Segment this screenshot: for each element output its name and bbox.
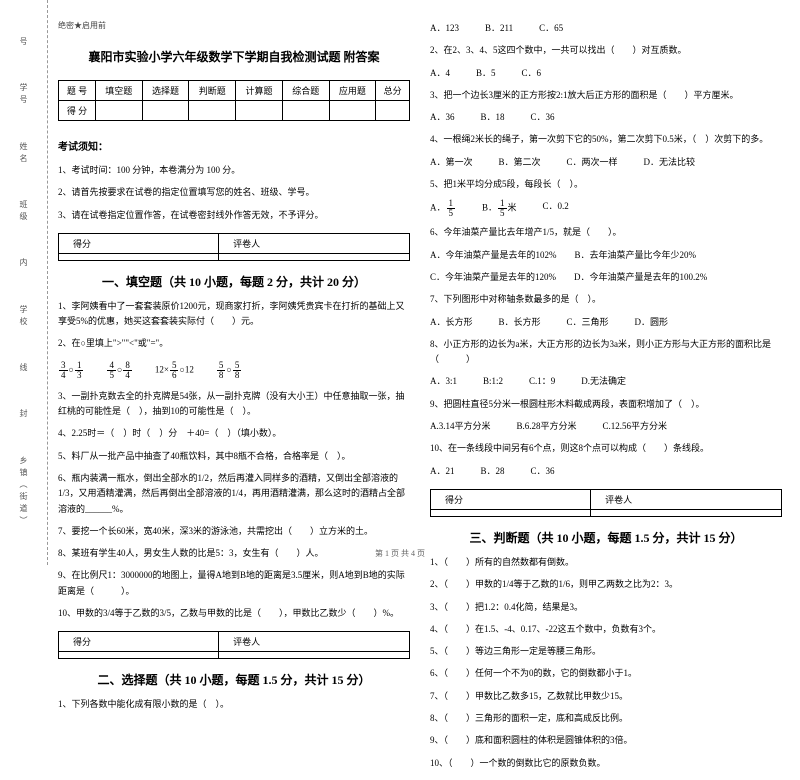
judge-box: 得分评卷人 (58, 233, 410, 261)
notice-line: 3、请在试卷指定位置作答，在试卷密封线外作答无效，不予评分。 (58, 208, 410, 223)
q: 2、在2、3、4、5这四个数中，一共可以找出（ ）对互质数。 (430, 43, 782, 58)
td[interactable] (236, 101, 283, 121)
exam-title: 襄阳市实验小学六年级数学下学期自我检测试题 附答案 (58, 48, 410, 65)
q: 6、（ ）任何一个不为0的数，它的倒数都小于1。 (430, 666, 782, 681)
q: 8、小正方形的边长为a米，大正方形的边长为3a米，则小正方形与大正方形的面积比是… (430, 337, 782, 368)
td[interactable] (282, 101, 329, 121)
td: 得 分 (59, 101, 96, 121)
q: 10、甲数的3/4等于乙数的3/5，乙数与甲数的比是（ ），甲数比乙数少（ ）%… (58, 606, 410, 621)
q: 3、一副扑克数去全的扑克牌是54张，从一副扑克牌（没有大小王）中任意抽取一张，抽… (58, 389, 410, 420)
sb-xuehao: 学号 (18, 83, 29, 107)
th: 总分 (376, 81, 410, 101)
q: 6、瓶内装满一瓶水，倒出全部水的1/2，然后再灌入同样多的酒精，又倒出全部溶液的… (58, 471, 410, 517)
th: 选择题 (142, 81, 189, 101)
opt: A.3.14平方分米B.6.28平方分米C.12.56平方分米 (430, 419, 782, 434)
jh: 评卷人 (219, 233, 410, 253)
th: 综合题 (282, 81, 329, 101)
jh: 评卷人 (591, 489, 782, 509)
q: 4、一根绳2米长的绳子，第一次剪下它的50%，第二次剪下0.5米，（ ）次剪下的… (430, 132, 782, 147)
q: 5、（ ）等边三角形一定是等腰三角形。 (430, 644, 782, 659)
q: 7、下列图形中对称轴条数最多的是（ ）。 (430, 292, 782, 307)
secrecy-label: 绝密★启用前 (58, 20, 410, 31)
binding-sidebar: 号 学号 姓名 班级 内 学校 线 封 乡镇（街道） (0, 0, 48, 565)
th: 判断题 (189, 81, 236, 101)
q: 7、（ ）甲数比乙数多15，乙数就比甲数少15。 (430, 689, 782, 704)
table-row: 得 分 (59, 101, 410, 121)
td[interactable] (142, 101, 189, 121)
opt: A．15 B．15米 C．0.2 (430, 199, 782, 218)
q: 5、把1米平均分成5段，每段长（ ）。 (430, 177, 782, 192)
q: 4、2.25时＝（ ）时（ ）分 ＋40=（ ）（填小数）。 (58, 426, 410, 441)
q: 9、在比例尺1：3000000的地图上，量得A地到B地的距离是3.5厘米，则A地… (58, 568, 410, 599)
td[interactable] (189, 101, 236, 121)
q: 2、在○里填上">""<"或"="。 (58, 336, 410, 351)
q: 3、把一个边长3厘米的正方形按2:1放大后正方形的面积是（ ）平方厘米。 (430, 88, 782, 103)
opt: A．4B．5C．6 (430, 66, 782, 81)
notice-line: 1、考试时间：100 分钟，本卷满分为 100 分。 (58, 163, 410, 178)
page-footer: 第 1 页 共 4 页 (0, 548, 800, 559)
jh: 得分 (431, 489, 591, 509)
sb-cut: 内 (18, 258, 29, 270)
opt: A．123B．211C．65 (430, 21, 782, 36)
q: 8、（ ）三角形的面积一定，底和高成反比例。 (430, 711, 782, 726)
q: 1、李阿姨看中了一套套装原价1200元，现商家打折，李阿姨凭贵宾卡在打折的基础上… (58, 299, 410, 330)
th: 计算题 (236, 81, 283, 101)
opt: C．今年油菜产量是去年的120%D．今年油菜产量是去年的100.2% (430, 270, 782, 285)
q: 10、在一条线段中间另有6个点，则这8个点可以构成（ ）条线段。 (430, 441, 782, 456)
q: 7、要挖一个长60米，宽40米，深3米的游泳池，共需挖出（ ）立方米的土。 (58, 524, 410, 539)
opt: A．3:1B:1:2C.1：9D.无法确定 (430, 374, 782, 389)
td[interactable] (376, 101, 410, 121)
opt: A．第一次B．第二次C．两次一样D．无法比较 (430, 155, 782, 170)
opt: A．长方形B．长方形C．三角形D．圆形 (430, 315, 782, 330)
q: 1、下列各数中能化成有限小数的是（ ）。 (58, 697, 410, 712)
right-column: A．123B．211C．65 2、在2、3、4、5这四个数中，一共可以找出（ ）… (430, 20, 782, 772)
sb-line: 线 (18, 363, 29, 375)
th: 题 号 (59, 81, 96, 101)
judge-box: 得分评卷人 (430, 489, 782, 517)
q: 3、（ ）把1.2：0.4化简，结果是3。 (430, 600, 782, 615)
section1-title: 一、填空题（共 10 小题，每题 2 分，共计 20 分） (58, 273, 410, 290)
page: 绝密★启用前 襄阳市实验小学六年级数学下学期自我检测试题 附答案 题 号 填空题… (0, 0, 800, 780)
notice-title: 考试须知： (58, 138, 410, 153)
judge-box: 得分评卷人 (58, 631, 410, 659)
sb-seal: 封 (18, 409, 29, 421)
jh: 得分 (59, 632, 219, 652)
q: 2、（ ）甲数的1/4等于乙数的1/6，则甲乙两数之比为2：3。 (430, 577, 782, 592)
section3-title: 三、判断题（共 10 小题，每题 1.5 分，共计 15 分） (430, 529, 782, 546)
opt: A．36B．18C．36 (430, 110, 782, 125)
math-row: 34○13 45○84 12×56○12 58○58 (58, 361, 410, 380)
th: 应用题 (329, 81, 376, 101)
q: 9、把圆柱直径5分米一根圆柱形木料截成两段，表面积增加了（ ）。 (430, 397, 782, 412)
section2-title: 二、选择题（共 10 小题，每题 1.5 分，共计 15 分） (58, 671, 410, 688)
sb-hao: 号 (18, 37, 29, 49)
sb-class: 班级 (18, 200, 29, 224)
notice-line: 2、请首先按要求在试卷的指定位置填写您的姓名、班级、学号。 (58, 185, 410, 200)
sb-town: 乡镇（街道） (18, 456, 29, 528)
sb-name: 姓名 (18, 142, 29, 166)
sb-school: 学校 (18, 305, 29, 329)
jh: 得分 (59, 233, 219, 253)
th: 填空题 (95, 81, 142, 101)
table-row: 题 号 填空题 选择题 判断题 计算题 综合题 应用题 总分 (59, 81, 410, 101)
q: 6、今年油菜产量比去年增产1/5，就是（ ）。 (430, 225, 782, 240)
td[interactable] (329, 101, 376, 121)
q: 4、（ ）在1.5、-4、0.17、-22这五个数中，负数有3个。 (430, 622, 782, 637)
opt: A．今年油菜产量是去年的102%B．去年油菜产量比今年少20% (430, 248, 782, 263)
score-table: 题 号 填空题 选择题 判断题 计算题 综合题 应用题 总分 得 分 (58, 80, 410, 121)
td[interactable] (95, 101, 142, 121)
q: 9、（ ）底和面积圆柱的体积是圆锥体积的3倍。 (430, 733, 782, 748)
opt: A．21B．28C．36 (430, 464, 782, 479)
jh: 评卷人 (219, 632, 410, 652)
q: 10、（ ）一个数的倒数比它的原数负数。 (430, 756, 782, 771)
q: 5、料厂从一批产品中抽查了40瓶饮料，其中8瓶不合格，合格率是（ ）。 (58, 449, 410, 464)
left-column: 绝密★启用前 襄阳市实验小学六年级数学下学期自我检测试题 附答案 题 号 填空题… (58, 20, 410, 772)
